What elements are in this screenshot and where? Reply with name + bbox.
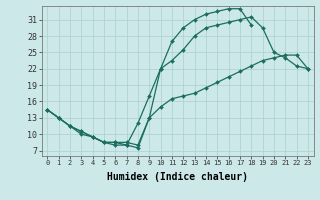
X-axis label: Humidex (Indice chaleur): Humidex (Indice chaleur)	[107, 172, 248, 182]
